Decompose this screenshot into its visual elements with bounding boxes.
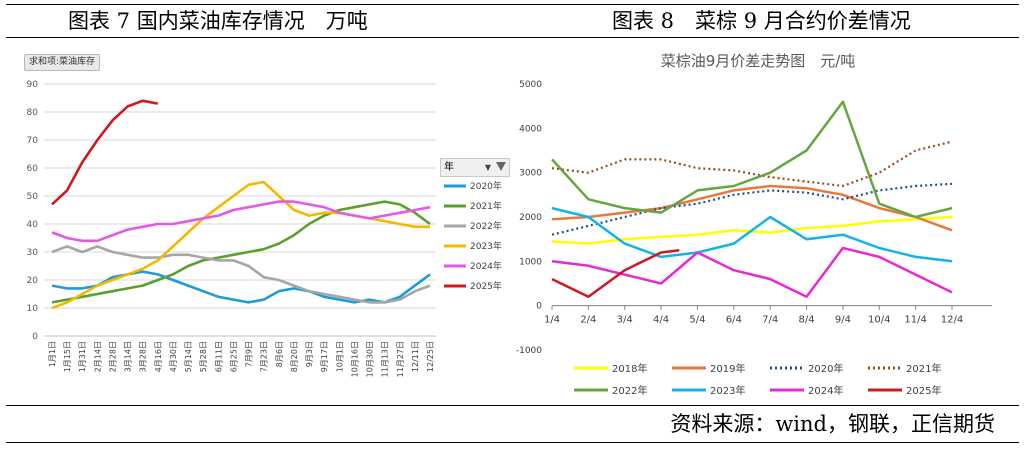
rapeseed-oil-inventory-chart: 0 10 20 30 40 50 60 70 80 90 1月1日 1月15日 1月31日 2月14日 2月…	[27, 80, 502, 377]
spread-chart: 菜棕油9月价差走势图 元/吨 -1000 0 1000 2000 3000 4000 5000…	[516, 52, 992, 397]
filter-icon[interactable]	[496, 162, 506, 171]
series-line-2019年	[551, 184, 953, 232]
x-tick-label: 3月14日	[124, 341, 133, 372]
pivot-field-button[interactable]: 求和项:菜油库存	[24, 54, 101, 71]
series-line-2022年	[551, 100, 953, 219]
x-tick-label: 10月1日	[335, 341, 344, 372]
x-tick-label: 4月30日	[169, 341, 178, 372]
legend-header-label: 年	[444, 162, 454, 173]
right-chart-container: 菜棕油9月价差走势图 元/吨 -1000 0 1000 2000 3000 4000 5000…	[514, 40, 1018, 404]
y-tick-label: 40	[27, 220, 39, 230]
x-tick-label: 1/4	[544, 315, 560, 326]
series-line-2020年	[51, 270, 431, 304]
x-tick-label: 6月25日	[229, 341, 238, 372]
y-tick-label: 0	[536, 302, 542, 312]
x-tick-label: 5月28日	[199, 341, 208, 372]
y-tick-label: 4000	[519, 124, 542, 134]
x-tick-label: 11月27日	[396, 341, 405, 377]
x-tick-label: 9月3日	[305, 341, 314, 367]
series-line-2025年	[51, 99, 159, 206]
x-tick-label: 7月9日	[245, 341, 254, 367]
y-tick-label: 80	[27, 108, 39, 118]
y-tick-label: 20	[27, 276, 39, 286]
series-line-2025年	[551, 249, 680, 299]
x-tick-label: 9/4	[835, 315, 851, 326]
series-line-2023年	[551, 206, 953, 263]
left-chart-container: 0 10 20 30 40 50 60 70 80 90 1月1日 1月15日 1月31日 2月14日 2月…	[16, 40, 514, 404]
y-tick-label: 90	[27, 80, 39, 90]
series-line-2024年	[51, 200, 431, 243]
x-tick-label: 6/4	[726, 315, 742, 326]
y-tick-label: 60	[27, 164, 39, 174]
x-tick-label: 3月28日	[139, 341, 148, 372]
dropdown-arrow-icon[interactable]: ▼	[484, 163, 491, 172]
series-line-2021年	[51, 200, 431, 304]
y-tick-label: -1000	[516, 346, 542, 356]
y-tick-label: 10	[27, 304, 39, 314]
y-tick-label: 2000	[519, 213, 542, 223]
x-tick-label: 1月1日	[48, 341, 57, 367]
y-tick-label: 50	[27, 192, 39, 202]
x-tick-label: 10月30日	[366, 341, 375, 377]
x-tick-label: 11/4	[904, 315, 926, 326]
x-tick-label: 8月20日	[290, 341, 299, 372]
source-note: 资料来源：wind，钢联，正信期货	[670, 412, 995, 436]
x-tick-label: 2月14日	[93, 341, 102, 372]
x-tick-label: 7/4	[762, 315, 778, 326]
legend-label: 2021年	[470, 200, 502, 212]
x-tick-label: 10/4	[868, 315, 890, 326]
legend-filter-header[interactable]: 年 ▼	[440, 158, 510, 177]
x-tick-label: 6月11日	[214, 341, 223, 372]
legend-label: 2024年	[470, 260, 502, 272]
legend-label: 2025年	[906, 384, 941, 397]
legend-label: 2020年	[808, 362, 843, 375]
legend-label: 2022年	[612, 384, 647, 397]
series-line-2021年	[551, 140, 953, 188]
x-tick-label: 12/11日	[411, 341, 420, 372]
x-tick-label: 5/4	[689, 315, 705, 326]
legend-label: 2018年	[612, 362, 647, 375]
bottom-border	[6, 442, 1019, 443]
source-divider	[6, 405, 1019, 406]
x-tick-label: 1月15日	[63, 341, 72, 372]
left-figure-title: 图表 7 国内菜油库存情况 万吨	[68, 9, 368, 33]
y-tick-label: 3000	[519, 169, 542, 179]
legend-label: 2023年	[470, 240, 502, 252]
x-tick-label: 9月17日	[320, 341, 329, 372]
legend-label: 2025年	[470, 280, 502, 292]
legend-label: 2019年	[710, 362, 745, 375]
x-tick-label: 10月16日	[350, 341, 359, 377]
right-figure-title: 图表 8 菜棕 9 月合约价差情况	[612, 9, 911, 33]
title-divider	[6, 37, 1019, 38]
series-line-2024年	[551, 246, 953, 299]
x-tick-label: 12/4	[941, 315, 963, 326]
x-tick-label: 11月13日	[381, 341, 390, 377]
x-tick-label: 1月31日	[78, 341, 87, 372]
x-tick-label: 4月16日	[154, 341, 163, 372]
legend-label: 2023年	[710, 384, 745, 397]
x-tick-label: 2月28日	[108, 341, 117, 372]
series-line-2022年	[51, 245, 431, 304]
x-tick-label: 8月6日	[275, 341, 284, 367]
x-tick-label: 5月14日	[184, 341, 193, 372]
y-tick-label: 5000	[519, 80, 542, 90]
x-tick-label: 3/4	[617, 315, 633, 326]
legend-label: 2022年	[470, 220, 502, 232]
legend-label: 2024年	[808, 384, 843, 397]
legend-label: 2021年	[906, 362, 941, 375]
x-tick-label: 8/4	[798, 315, 814, 326]
chart-title: 菜棕油9月价差走势图 元/吨	[661, 52, 856, 70]
x-tick-label: 4/4	[653, 315, 669, 326]
y-tick-label: 1000	[519, 257, 542, 267]
x-tick-label: 7月23日	[260, 341, 269, 372]
y-tick-label: 0	[32, 332, 38, 342]
top-border	[6, 4, 1019, 5]
y-tick-label: 70	[27, 136, 39, 146]
legend-label: 2020年	[470, 180, 502, 192]
series-line-2023年	[51, 180, 430, 310]
x-tick-label: 12/25日	[426, 341, 435, 372]
x-tick-label: 2/4	[580, 315, 596, 326]
y-tick-label: 30	[27, 248, 39, 258]
